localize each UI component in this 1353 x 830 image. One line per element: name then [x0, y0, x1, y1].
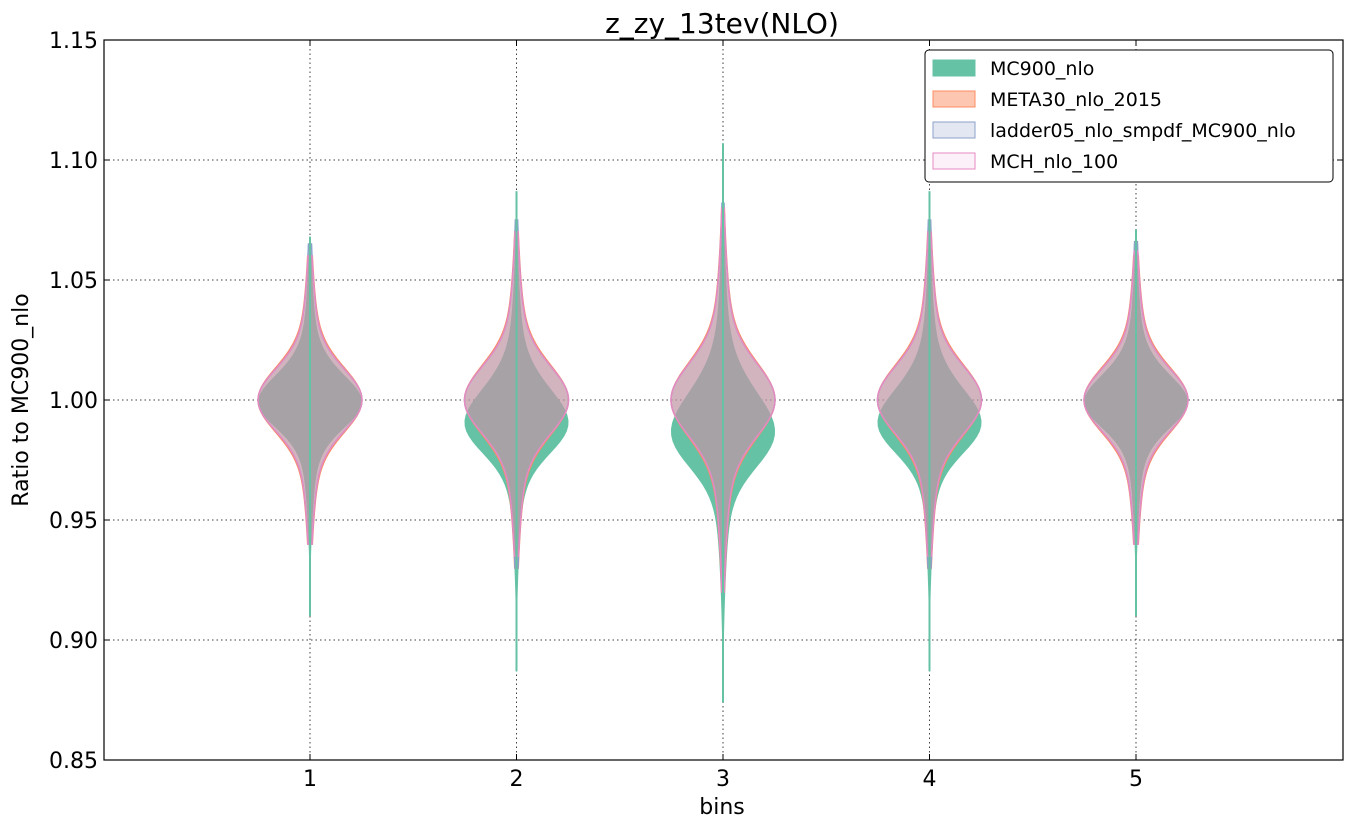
y-tick-label: 0.85 [49, 749, 98, 774]
legend: MC900_nlo META30_nlo_2015 ladder05_nlo_smp… [924, 49, 1334, 183]
chart-title: z_zy_13tev(NLO) [605, 7, 839, 40]
y-tick-label: 0.95 [49, 509, 98, 534]
x-tick-label: 4 [923, 767, 937, 792]
legend-label: MCH_nlo_100 [990, 151, 1118, 173]
legend-label: MC900_nlo [990, 58, 1094, 80]
y-tick-label: 1.05 [49, 269, 98, 294]
legend-swatch-MC900_nlo [932, 59, 976, 77]
x-tick-label: 5 [1129, 767, 1143, 792]
x-axis-title: bins [699, 795, 744, 820]
violin-layer [257, 143, 1189, 703]
y-tick-label: 1.10 [49, 149, 98, 174]
legend-swatch-MCH_nlo_100 [932, 152, 976, 170]
y-tick-label: 1.00 [49, 389, 98, 414]
legend-label: META30_nlo_2015 [990, 89, 1162, 111]
x-tick-label: 2 [510, 767, 524, 792]
x-tick-label: 1 [303, 767, 317, 792]
legend-label: ladder05_nlo_smpdf_MC900_nlo [990, 120, 1296, 142]
x-tick-label: 3 [716, 767, 730, 792]
legend-frame [924, 49, 1334, 183]
tick-layer: 0.85 0.90 0.95 1.00 1.05 1.10 1.15 1 2 3 4 5 [49, 29, 1343, 792]
y-tick-label: 0.90 [49, 629, 98, 654]
y-axis-title: Ratio to MC900_nlo [9, 293, 34, 506]
legend-swatch-ladder05_nlo_smpdf_MC900_nlo [932, 121, 976, 139]
y-tick-label: 1.15 [49, 29, 98, 54]
legend-swatch-META30_nlo_2015 [932, 90, 976, 108]
